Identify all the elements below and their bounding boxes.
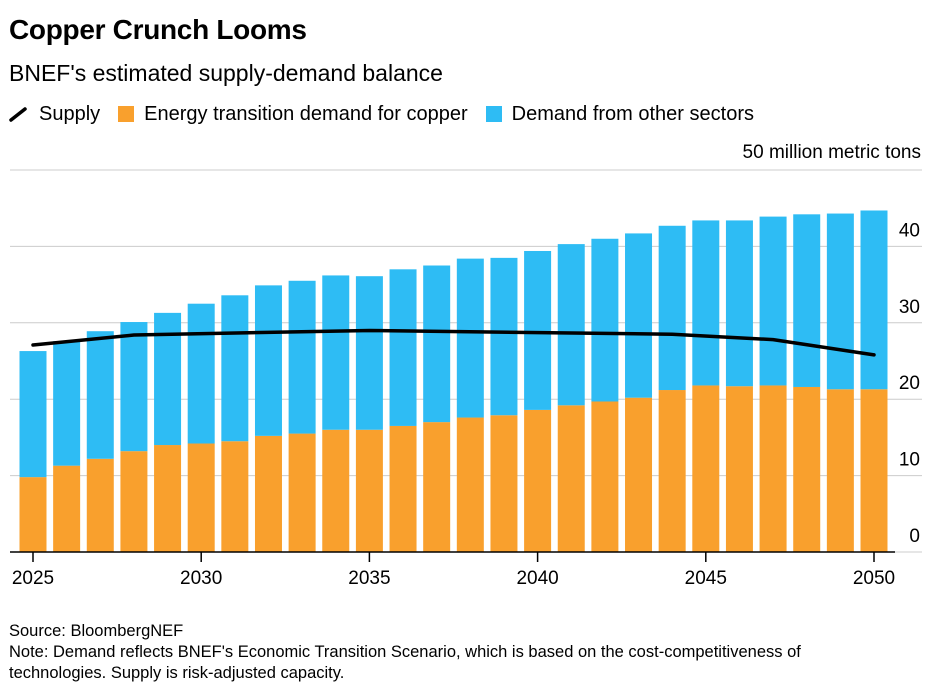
legend-label-supply: Supply xyxy=(39,102,101,125)
bar-other-2046 xyxy=(725,220,753,387)
bar-energy-2048 xyxy=(793,386,821,552)
x-tick-label: 2040 xyxy=(516,568,558,589)
bar-energy-2033 xyxy=(288,433,316,552)
bar-energy-2025 xyxy=(19,477,47,552)
legend: Supply Energy transition demand for copp… xyxy=(9,100,772,128)
bar-other-2045 xyxy=(692,220,720,386)
bar-energy-2040 xyxy=(524,409,552,552)
bar-other-2030 xyxy=(187,303,215,444)
bar-other-2031 xyxy=(221,295,249,442)
bar-energy-2027 xyxy=(86,458,114,552)
legend-label-other: Demand from other sectors xyxy=(511,102,754,125)
bar-other-2050 xyxy=(860,210,888,390)
bar-other-2037 xyxy=(423,265,451,423)
footnote-line-2: technologies. Supply is risk-adjusted ca… xyxy=(9,664,345,682)
chart-title: Copper Crunch Looms xyxy=(9,14,307,45)
chart-footer: Source: BloombergNEF Note: Demand reflec… xyxy=(9,621,934,684)
bar-other-2027 xyxy=(86,331,114,459)
bar-other-2044 xyxy=(658,225,686,391)
bar-energy-2047 xyxy=(759,385,787,552)
bar-energy-2026 xyxy=(53,465,81,552)
bar-energy-2029 xyxy=(154,445,182,552)
x-tick-label: 2050 xyxy=(853,568,895,589)
bar-energy-2039 xyxy=(490,415,518,552)
x-tick-label: 2035 xyxy=(348,568,390,589)
bar-energy-2050 xyxy=(860,389,888,552)
energy-swatch xyxy=(118,106,135,122)
bar-energy-2043 xyxy=(625,397,653,552)
footnote-line-1: Note: Demand reflects BNEF's Economic Tr… xyxy=(9,643,801,661)
legend-item-other: Demand from other sectors xyxy=(485,102,754,126)
bar-other-2026 xyxy=(53,341,81,466)
bar-other-2041 xyxy=(557,244,585,406)
bar-energy-2045 xyxy=(692,385,720,552)
bar-other-2039 xyxy=(490,257,518,416)
bar-other-2033 xyxy=(288,280,316,434)
bar-energy-2042 xyxy=(591,401,619,552)
bar-energy-2032 xyxy=(254,435,282,552)
bar-energy-2049 xyxy=(826,389,854,552)
bar-other-2028 xyxy=(120,322,148,452)
bar-energy-2037 xyxy=(423,422,451,552)
source-note: Source: BloombergNEF xyxy=(9,622,184,640)
bar-energy-2041 xyxy=(557,405,585,552)
bar-energy-2038 xyxy=(456,417,484,552)
bar-energy-2035 xyxy=(355,429,383,552)
bar-other-2042 xyxy=(591,238,619,402)
legend-label-energy: Energy transition demand for copper xyxy=(144,102,468,125)
x-tick-label: 2025 xyxy=(12,568,54,589)
bar-other-2032 xyxy=(254,285,282,436)
bar-other-2038 xyxy=(456,258,484,418)
bar-energy-2044 xyxy=(658,390,686,552)
x-tick-label: 2045 xyxy=(685,568,727,589)
bar-other-2049 xyxy=(826,213,854,390)
bar-energy-2046 xyxy=(725,386,753,552)
bar-other-2025 xyxy=(19,351,47,478)
other-swatch xyxy=(485,106,502,122)
bar-other-2035 xyxy=(355,276,383,430)
bar-energy-2030 xyxy=(187,443,215,552)
y-tick-label: 0 xyxy=(909,526,920,547)
bar-energy-2034 xyxy=(322,429,350,552)
legend-item-supply: Supply xyxy=(9,103,100,126)
bar-other-2034 xyxy=(322,275,350,430)
y-tick-label: 30 xyxy=(899,297,920,318)
bar-energy-2036 xyxy=(389,425,417,552)
x-tick-label: 2030 xyxy=(180,568,222,589)
y-tick-label: 20 xyxy=(899,373,920,394)
chart-subtitle: BNEF's estimated supply-demand balance xyxy=(9,60,443,86)
legend-item-energy: Energy transition demand for copper xyxy=(118,103,468,126)
bar-other-2048 xyxy=(793,214,821,387)
supply-line xyxy=(31,328,876,357)
bar-other-2040 xyxy=(524,250,552,410)
bar-energy-2031 xyxy=(221,441,249,552)
y-tick-label: 10 xyxy=(899,450,920,471)
bar-other-2036 xyxy=(389,269,417,426)
supply-line-swatch xyxy=(9,107,27,122)
y-axis-unit-label: 50 million metric tons xyxy=(742,142,921,163)
y-tick-label: 40 xyxy=(899,220,920,241)
bar-other-2043 xyxy=(625,233,653,398)
bar-energy-2028 xyxy=(120,451,148,552)
bar-other-2047 xyxy=(759,216,787,386)
